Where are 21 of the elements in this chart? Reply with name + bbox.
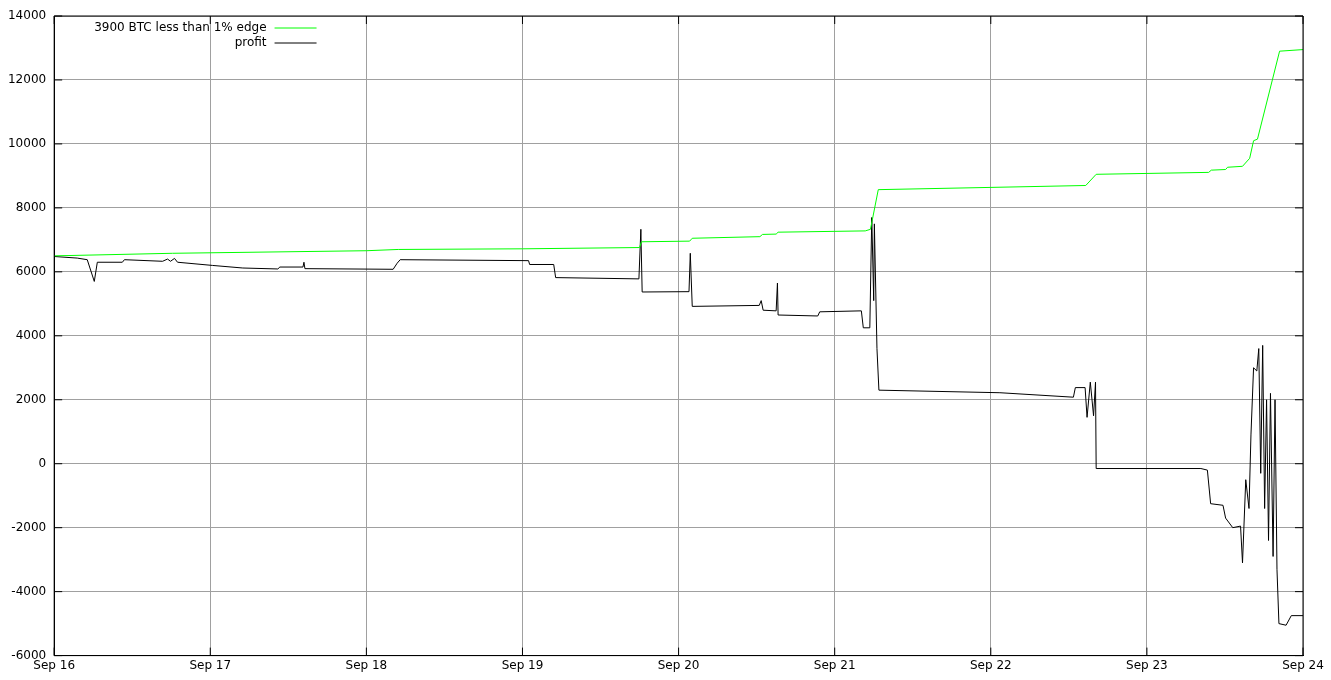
- y-tick-label: -2000: [11, 519, 47, 534]
- y-tick-label: 6000: [15, 263, 47, 278]
- x-tick-label: Sep 19: [501, 657, 544, 672]
- y-tick-label: 14000: [7, 8, 47, 23]
- x-tick-label: Sep 17: [189, 657, 232, 672]
- y-tick-label: 12000: [7, 72, 47, 87]
- x-tick-label: Sep 18: [345, 657, 388, 672]
- y-tick-label: -4000: [11, 583, 47, 598]
- y-tick-label: 8000: [15, 200, 47, 215]
- x-tick-label: Sep 22: [969, 657, 1012, 672]
- x-tick-label: Sep 20: [657, 657, 700, 672]
- y-tick-label: 10000: [7, 136, 47, 151]
- y-tick-label: 0: [38, 455, 47, 470]
- y-tick-label: 4000: [15, 327, 47, 342]
- x-tick-label: Sep 16: [33, 657, 76, 672]
- y-tick-label: 2000: [15, 391, 47, 406]
- x-tick-label: Sep 24: [1282, 657, 1324, 672]
- x-tick-label: Sep 21: [813, 657, 856, 672]
- legend-label: profit: [234, 35, 267, 50]
- legend-label: 3900 BTC less than 1% edge: [94, 20, 267, 35]
- x-tick-label: Sep 23: [1126, 657, 1168, 672]
